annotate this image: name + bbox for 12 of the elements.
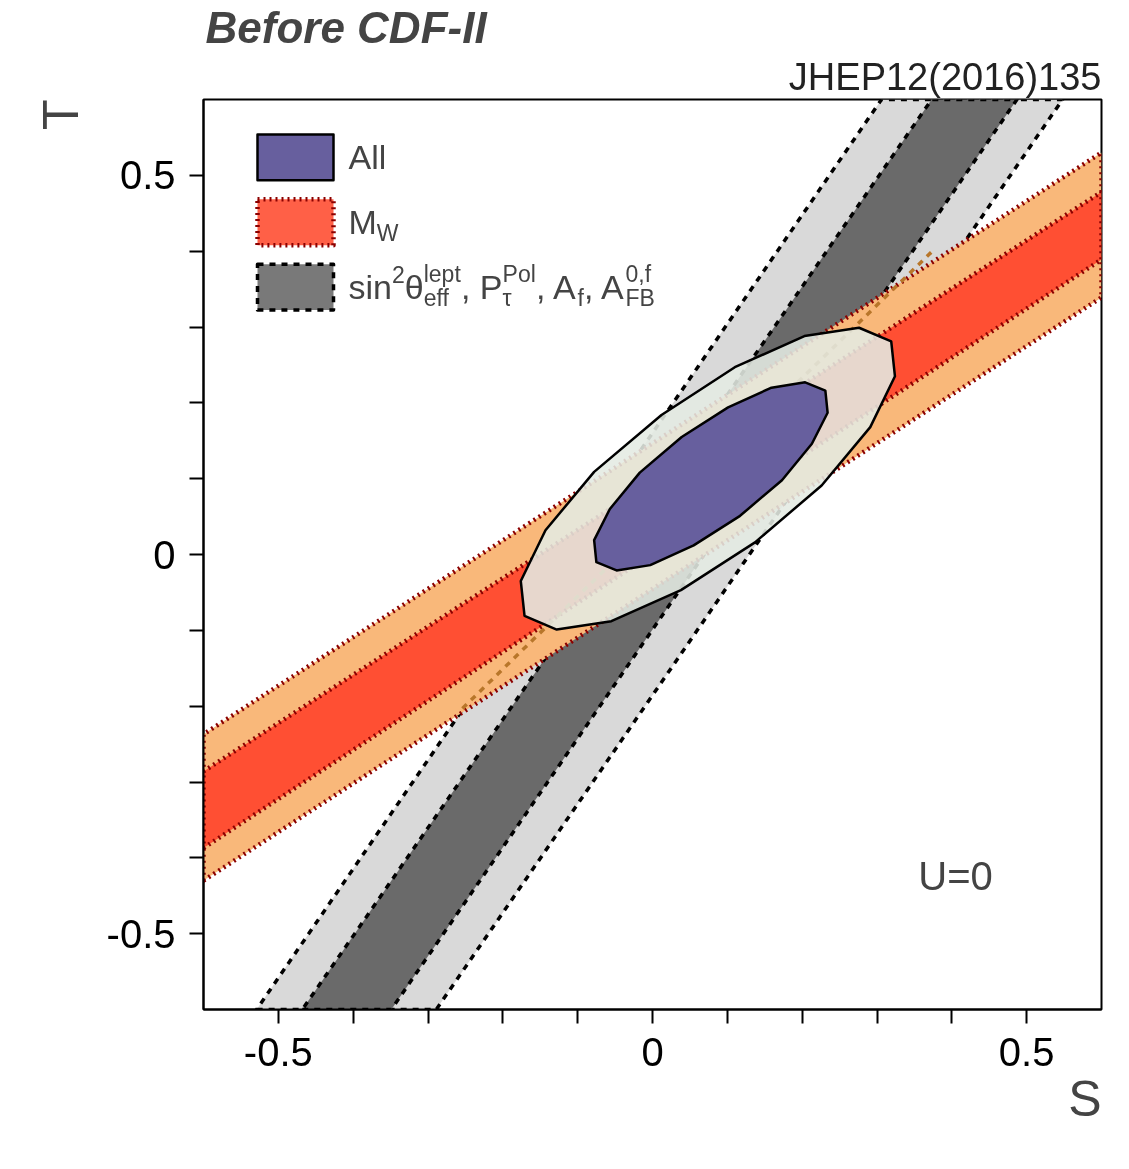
legend-label: All (348, 138, 387, 177)
text: JHEP12(2016)135 (788, 55, 1102, 98)
chart-title: Before CDF-II (205, 2, 488, 52)
y-tick-label: 0.5 (119, 153, 176, 198)
annotation: U=0 (918, 853, 993, 898)
y-tick-label: 0 (153, 532, 176, 577)
x-tick-label: 0 (641, 1029, 664, 1074)
y-tick-label: -0.5 (106, 911, 176, 956)
x-axis-title: S (1068, 1070, 1102, 1127)
y-axis-title: T (32, 99, 89, 131)
x-tick-label: -0.5 (243, 1029, 313, 1074)
x-tick-label: 0.5 (998, 1029, 1055, 1074)
